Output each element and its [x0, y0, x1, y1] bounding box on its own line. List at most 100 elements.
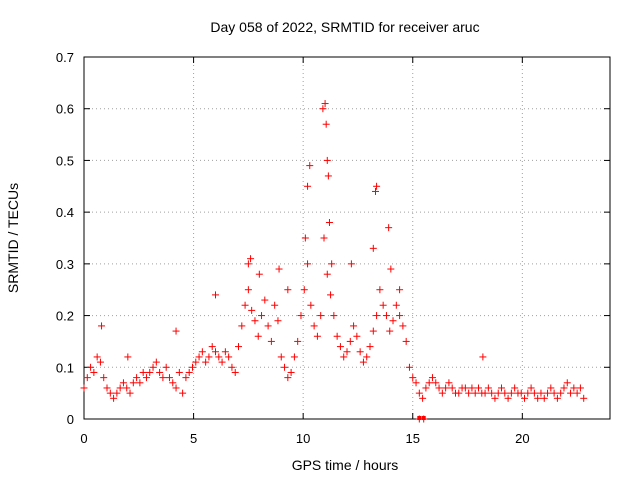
data-point: [100, 374, 108, 382]
data-point: [438, 389, 446, 397]
data-point: [323, 156, 331, 164]
data-point: [274, 317, 282, 325]
data-point: [284, 374, 292, 382]
data-point: [275, 265, 283, 273]
data-point: [294, 337, 302, 345]
data-point: [570, 384, 578, 392]
data-point: [376, 286, 384, 294]
data-point: [212, 348, 219, 356]
data-point: [325, 218, 333, 226]
data-point: [409, 374, 417, 382]
data-point: [356, 348, 364, 356]
data-point: [255, 270, 263, 278]
data-point: [560, 384, 568, 392]
data-point: [517, 389, 525, 397]
data-point: [119, 379, 127, 387]
data-point: [218, 358, 226, 366]
data-point: [340, 353, 348, 361]
grid: [84, 57, 610, 419]
data-point: [547, 384, 555, 392]
data-point: [248, 306, 256, 314]
data-point: [576, 384, 584, 392]
zero-marker: [421, 416, 426, 420]
data-point: [179, 389, 187, 397]
data-point: [192, 358, 200, 366]
data-point: [87, 363, 95, 371]
data-point: [110, 394, 118, 402]
data-point: [524, 389, 532, 397]
x-tick-label: 15: [406, 431, 420, 446]
data-point: [387, 265, 395, 273]
data-point: [402, 337, 410, 345]
data-point: [468, 384, 476, 392]
data-point: [238, 322, 246, 330]
data-point: [142, 374, 150, 382]
data-point: [258, 312, 266, 320]
data-point: [534, 394, 542, 402]
data-point: [188, 363, 196, 371]
data-point: [169, 379, 177, 387]
data-point: [465, 389, 473, 397]
data-point: [172, 384, 180, 392]
data-point: [175, 368, 183, 376]
data-point: [247, 255, 255, 263]
data-point: [156, 368, 164, 376]
data-point: [455, 389, 463, 397]
data-point: [323, 270, 331, 278]
data-point: [428, 374, 436, 382]
data-point: [350, 322, 358, 330]
data-point: [205, 353, 213, 361]
data-point: [208, 343, 216, 351]
data-point: [448, 384, 456, 392]
data-point: [185, 368, 193, 376]
data-point: [327, 291, 335, 299]
data-point: [182, 374, 190, 382]
data-point: [96, 358, 104, 366]
data-point: [550, 389, 558, 397]
data-point: [231, 368, 239, 376]
data-point: [149, 363, 157, 371]
data-point: [83, 374, 91, 382]
data-point: [322, 120, 330, 128]
data-point: [221, 348, 229, 356]
data-point: [212, 291, 219, 299]
data-point: [412, 379, 420, 387]
data-point: [363, 353, 371, 361]
data-point: [162, 363, 170, 371]
data-point: [235, 343, 243, 351]
data-point: [435, 384, 443, 392]
data-point: [103, 384, 111, 392]
data-point: [195, 353, 203, 361]
data-point: [254, 332, 262, 340]
y-tick-label: 0.3: [56, 257, 74, 272]
data-point: [225, 353, 233, 361]
x-axis-label: GPS time / hours: [292, 457, 399, 473]
data-point: [567, 389, 575, 397]
data-point: [320, 234, 328, 242]
tick-labels: 0 5 10 15 20 0 0.1 0.2 0.3 0.4 0.5 0.6 0.7: [56, 50, 530, 446]
data-point: [159, 374, 167, 382]
y-tick-label: 0.4: [56, 205, 74, 220]
data-point: [304, 182, 312, 190]
x-tick-label: 5: [190, 431, 197, 446]
data-point: [304, 260, 312, 268]
data-point: [300, 286, 308, 294]
x-tick-label: 20: [515, 431, 529, 446]
data-point: [405, 363, 413, 371]
data-point: [379, 301, 387, 309]
data-point: [113, 389, 121, 397]
y-tick-label: 0.1: [56, 360, 74, 375]
data-point: [347, 260, 355, 268]
data-point: [80, 384, 88, 392]
data-point: [511, 384, 519, 392]
data-point: [123, 384, 131, 392]
data-point: [399, 322, 407, 330]
data-point: [343, 348, 351, 356]
data-point: [382, 312, 390, 320]
data-point: [126, 389, 134, 397]
y-tick-label: 0.6: [56, 102, 74, 117]
data-point: [396, 312, 404, 320]
y-tick-label: 0: [67, 412, 74, 427]
data-point: [396, 286, 404, 294]
